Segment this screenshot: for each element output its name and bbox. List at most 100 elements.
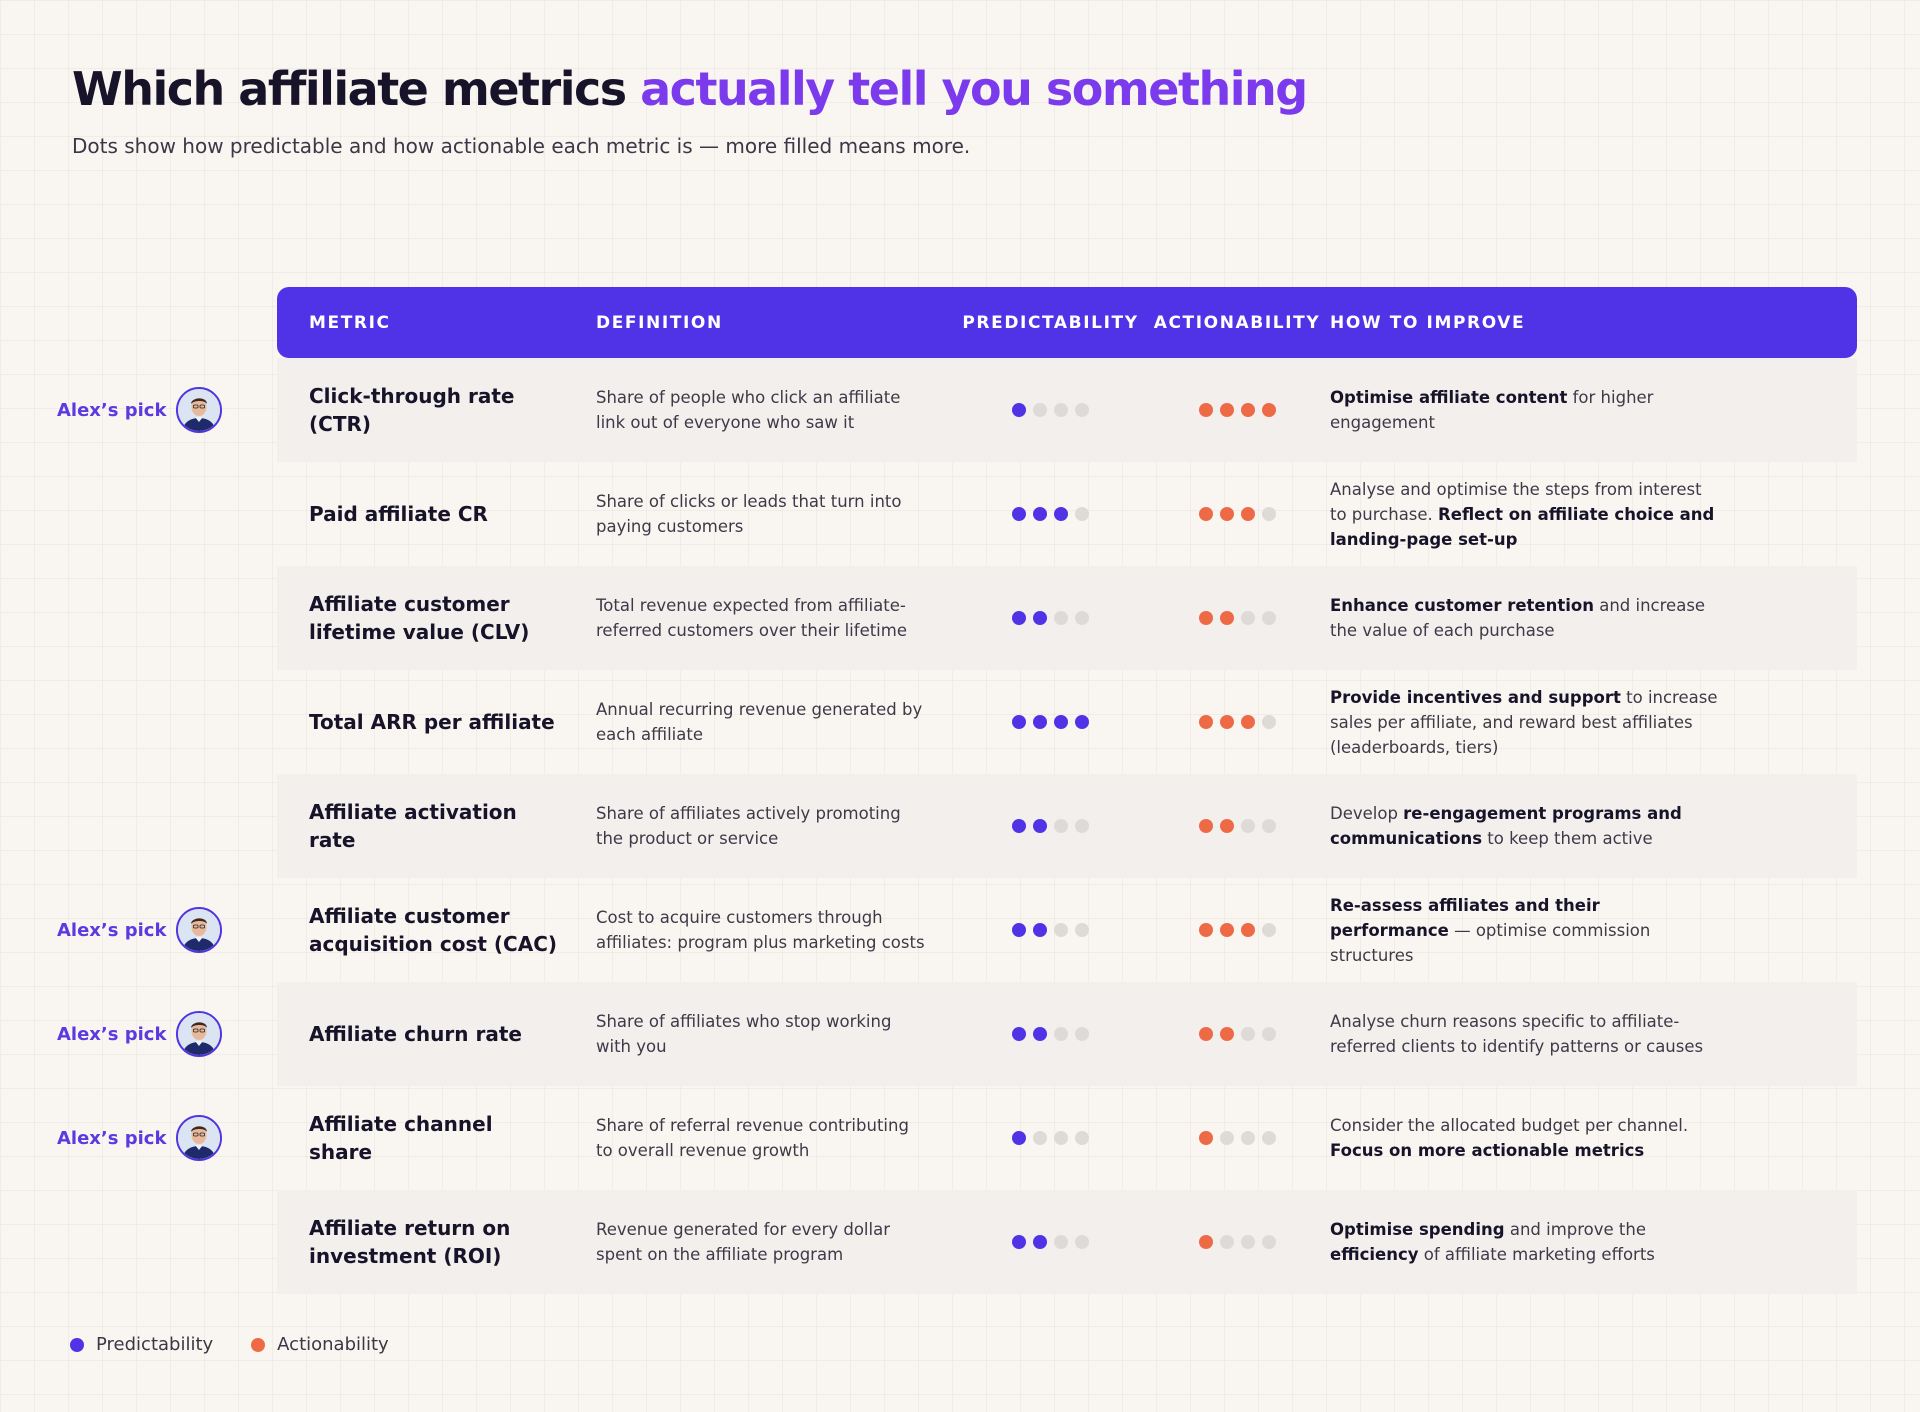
actionability-dot-empty [1261,1131,1276,1145]
actionability-dots [1144,1027,1330,1041]
metric-name: Affiliate activation rate [309,800,517,852]
definition-cell: Share of referral revenue contributing t… [596,1113,957,1163]
predictability-dot-filled [1054,507,1068,521]
actionability-dot-filled [1219,507,1234,521]
table-row: Affiliate churn rate Share of affiliates … [277,982,1857,1086]
actionability-dot-empty [1261,1027,1276,1041]
predictability-dots [957,403,1144,417]
how-segment: to keep them active [1482,829,1653,848]
predictability-dots [957,1235,1144,1249]
metric-name: Affiliate channel share [309,1112,493,1164]
actionability-dot-filled [1198,507,1213,521]
actionability-dot-filled [1261,403,1276,417]
predictability-dot-empty [1075,1027,1089,1041]
definition-cell: Annual recurring revenue generated by ea… [596,697,957,747]
avatar [176,387,223,433]
column-header-predictability: PREDICTABILITY [962,312,1139,333]
predictability-dot-empty [1054,1235,1068,1249]
how-segment: for higher engagement [1330,388,1654,432]
how-to-improve-cell: Re-assess affiliates and their performan… [1330,893,1857,968]
definition-text: Share of affiliates who stop working wit… [596,1012,892,1056]
predictability-cell [957,1027,1144,1041]
table-row: Affiliate channel share Share of referral… [277,1086,1857,1190]
how-emphasis: re-engagement programs and communication… [1330,804,1682,848]
metric-name: Paid affiliate CR [309,502,488,526]
actionability-dots [1144,1131,1330,1145]
how-emphasis: Reflect on affiliate choice and landing-… [1330,504,1715,549]
actionability-dot-empty [1219,1235,1234,1249]
actionability-dots [1144,923,1330,937]
predictability-dot-filled [1033,611,1047,625]
predictability-dot-empty [1075,1131,1089,1145]
predictability-dot-filled [1012,507,1026,521]
metric-cell: Affiliate activation rate [277,798,596,854]
actionability-dot-empty [1240,1131,1255,1145]
how-segment: Analyse and optimise the steps from inte… [1330,479,1702,524]
predictability-dot-empty [1075,819,1089,833]
actionability-dot-filled [1219,923,1234,937]
how-segment: Develop [1330,804,1404,823]
alex-pick-badge: Alex’s pick [57,1112,223,1164]
how-to-improve-cell: Optimise spending and improve the effici… [1330,1217,1857,1267]
how-emphasis: Optimise affiliate content [1330,388,1568,407]
definition-cell: Share of people who click an affiliate l… [596,385,957,435]
predictability-cell [957,403,1144,417]
legend-item-actionability: Actionability [251,1334,389,1355]
predictability-cell [957,1235,1144,1249]
title-main: Which affiliate metrics [72,62,641,116]
actionability-cell [1144,403,1330,417]
actionability-dot-empty [1261,819,1276,833]
actionability-dot-icon [251,1337,266,1352]
how-to-improve-cell: Provide incentives and support to increa… [1330,685,1857,760]
predictability-cell [957,819,1144,833]
predictability-dot-filled [1012,1131,1026,1145]
definition-cell: Revenue generated for every dollar spent… [596,1217,957,1267]
predictability-dot-empty [1054,819,1068,833]
column-header-metric: METRIC [309,312,391,333]
predictability-dot-filled [1012,819,1026,833]
predictability-dot-filled [1012,1027,1026,1041]
actionability-dots [1144,507,1330,521]
legend: Predictability Actionability [70,1334,389,1355]
actionability-dot-empty [1261,611,1276,625]
predictability-dots [957,923,1144,937]
definition-text: Annual recurring revenue generated by ea… [596,700,923,744]
actionability-dot-filled [1240,507,1255,521]
actionability-dot-empty [1240,1027,1255,1041]
how-to-improve-text: Optimise affiliate content for higher en… [1330,385,1720,435]
actionability-cell [1144,1235,1330,1249]
alex-pick-label: Alex’s pick [57,399,167,421]
actionability-dot-filled [1240,715,1255,729]
actionability-dot-filled [1219,715,1234,729]
predictability-cell [957,611,1144,625]
how-to-improve-cell: Develop re-engagement programs and commu… [1330,801,1857,851]
how-to-improve-text: Consider the allocated budget per channe… [1330,1113,1720,1163]
predictability-dot-filled [1012,923,1026,937]
actionability-dot-filled [1198,1235,1213,1249]
actionability-dot-empty [1240,611,1255,625]
actionability-dot-filled [1198,819,1213,833]
alex-pick-badge: Alex’s pick [57,1008,223,1060]
actionability-dot-filled [1219,1027,1234,1041]
how-emphasis: Re-assess affiliates and their performan… [1330,895,1600,940]
metric-cell: Affiliate return on investment (ROI) [277,1214,596,1270]
actionability-dot-filled [1219,403,1234,417]
predictability-dot-empty [1054,611,1068,625]
alex-pick-label: Alex’s pick [57,1023,167,1045]
table-row: Affiliate customer acquisition cost (CAC… [277,878,1857,982]
column-header-actionability: ACTIONABILITY [1153,312,1321,333]
predictability-cell [957,923,1144,937]
page-header: Which affiliate metrics actually tell yo… [72,58,1308,158]
column-header-how-to-improve: HOW TO IMPROVE [1330,312,1526,333]
actionability-dot-empty [1240,1235,1255,1249]
metric-name: Click-through rate (CTR) [309,384,515,436]
actionability-dot-filled [1198,715,1213,729]
predictability-dot-filled [1054,715,1068,729]
metric-name: Affiliate customer lifetime value (CLV) [309,592,530,644]
predictability-dots [957,507,1144,521]
table-row: Paid affiliate CR Share of clicks or lead… [277,462,1857,566]
definition-text: Revenue generated for every dollar spent… [596,1220,890,1264]
actionability-dot-filled [1198,923,1213,937]
actionability-dot-filled [1219,819,1234,833]
metric-cell: Paid affiliate CR [277,500,596,528]
